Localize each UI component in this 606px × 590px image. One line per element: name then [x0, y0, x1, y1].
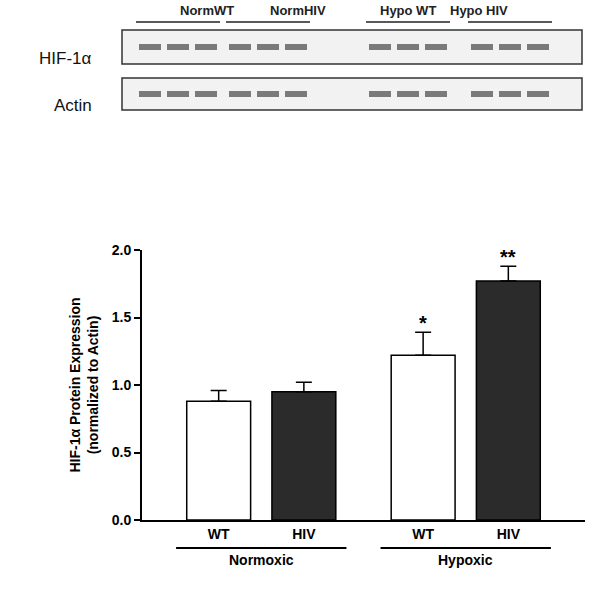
- svg-text:HIV: HIV: [497, 526, 521, 542]
- svg-text:*: *: [419, 312, 427, 334]
- svg-text:HIF-1α Protein Expression(norm: HIF-1α Protein Expression(normalized to …: [67, 297, 101, 472]
- svg-text:WT: WT: [412, 526, 434, 542]
- svg-text:Normoxic: Normoxic: [229, 552, 294, 568]
- svg-text:2.0: 2.0: [112, 242, 132, 258]
- svg-text:0.0: 0.0: [112, 512, 132, 528]
- svg-text:NormWT: NormWT: [180, 3, 234, 18]
- svg-text:**: **: [500, 246, 516, 268]
- svg-text:1.0: 1.0: [112, 377, 132, 393]
- svg-text:HIV: HIV: [292, 526, 316, 542]
- svg-text:HIF-1α: HIF-1α: [39, 49, 92, 68]
- svg-text:NormHIV: NormHIV: [270, 3, 326, 18]
- svg-text:Hypoxic: Hypoxic: [438, 552, 493, 568]
- svg-text:0.5: 0.5: [112, 444, 132, 460]
- svg-text:Hypo HIV: Hypo HIV: [450, 3, 508, 18]
- svg-text:WT: WT: [208, 526, 230, 542]
- svg-text:1.5: 1.5: [112, 309, 132, 325]
- svg-text:Hypo WT: Hypo WT: [380, 3, 436, 18]
- svg-text:Actin: Actin: [54, 96, 92, 115]
